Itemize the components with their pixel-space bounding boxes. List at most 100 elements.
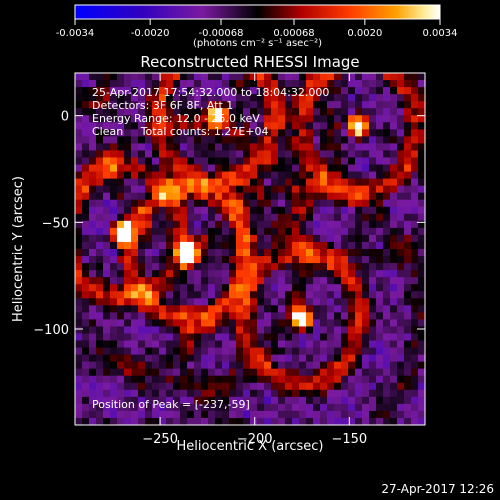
- heatmap-pixel: [243, 185, 251, 194]
- heatmap-pixel: [138, 277, 146, 285]
- heatmap-pixel: [278, 192, 286, 201]
- heatmap-pixel: [138, 333, 146, 341]
- heatmap-pixel: [145, 227, 153, 236]
- heatmap-pixel: [243, 73, 251, 81]
- heatmap-pixel: [306, 298, 314, 306]
- heatmap-pixel: [383, 171, 391, 179]
- heatmap-pixel: [110, 256, 118, 264]
- heatmap-pixel: [369, 319, 377, 327]
- heatmap-pixel: [306, 361, 314, 370]
- heatmap-pixel: [348, 220, 356, 229]
- heatmap-pixel: [411, 101, 419, 109]
- heatmap-pixel: [96, 333, 104, 341]
- heatmap-pixel: [201, 185, 209, 194]
- heatmap-pixel: [75, 150, 83, 158]
- heatmap-pixel: [348, 263, 356, 271]
- heatmap-pixel: [264, 291, 272, 299]
- heatmap-pixel: [355, 80, 363, 88]
- heatmap-pixel: [390, 185, 398, 194]
- heatmap-pixel: [299, 199, 307, 208]
- heatmap-pixel: [194, 410, 202, 419]
- heatmap-pixel: [229, 389, 237, 398]
- heatmap-pixel: [299, 333, 307, 341]
- heatmap-pixel: [243, 136, 251, 144]
- heatmap-pixel: [411, 284, 419, 292]
- heatmap-pixel: [383, 94, 391, 102]
- heatmap-pixel: [299, 305, 307, 313]
- heatmap-pixel: [355, 220, 363, 229]
- heatmap-pixel: [320, 143, 328, 151]
- heatmap-pixel: [278, 284, 286, 292]
- heatmap-pixel: [96, 171, 104, 179]
- heatmap-pixel: [152, 305, 160, 313]
- heatmap-pixel: [215, 305, 223, 313]
- heatmap-pixel: [411, 403, 419, 412]
- heatmap-pixel: [89, 199, 97, 208]
- heatmap-pixel: [411, 87, 419, 95]
- heatmap-pixel: [250, 270, 258, 278]
- heatmap-pixel: [383, 199, 391, 208]
- heatmap-pixel: [250, 333, 258, 341]
- heatmap-pixel: [348, 234, 356, 243]
- heatmap-pixel: [390, 249, 398, 257]
- heatmap-pixel: [327, 80, 335, 88]
- heatmap-pixel: [299, 277, 307, 285]
- heatmap-pixel: [369, 129, 377, 137]
- heatmap-pixel: [362, 227, 370, 236]
- heatmap-pixel: [208, 333, 216, 341]
- heatmap-pixel: [383, 129, 391, 137]
- heatmap-pixel: [215, 122, 223, 130]
- heatmap-pixel: [397, 403, 405, 412]
- heatmap-pixel: [117, 354, 125, 363]
- heatmap-pixel: [194, 291, 202, 299]
- heatmap-pixel: [117, 199, 125, 208]
- heatmap-pixel: [418, 199, 426, 208]
- heatmap-pixel: [166, 73, 174, 81]
- heatmap-pixel: [327, 185, 335, 194]
- heatmap-pixel: [82, 122, 90, 130]
- heatmap-pixel: [362, 326, 370, 334]
- heatmap-pixel: [257, 375, 265, 384]
- heatmap-pixel: [355, 312, 363, 320]
- heatmap-pixel: [131, 199, 139, 208]
- heatmap-pixel: [257, 291, 265, 299]
- heatmap-pixel: [82, 340, 90, 348]
- heatmap-pixel: [264, 178, 272, 187]
- heatmap-pixel: [166, 410, 174, 419]
- heatmap-pixel: [208, 375, 216, 384]
- heatmap-pixel: [166, 80, 174, 88]
- heatmap-pixel: [362, 375, 370, 384]
- heatmap-pixel: [341, 368, 349, 377]
- heatmap-pixel: [159, 199, 167, 208]
- heatmap-pixel: [278, 256, 286, 264]
- heatmap-pixel: [369, 171, 377, 179]
- heatmap-pixel: [229, 326, 237, 334]
- heatmap-pixel: [306, 319, 314, 327]
- heatmap-pixel: [341, 361, 349, 370]
- heatmap-pixel: [103, 157, 111, 165]
- heatmap-pixel: [404, 150, 412, 158]
- heatmap-pixel: [138, 347, 146, 355]
- heatmap-pixel: [131, 354, 139, 363]
- heatmap-pixel: [131, 143, 139, 151]
- heatmap-pixel: [320, 263, 328, 271]
- heatmap-pixel: [362, 382, 370, 391]
- heatmap-pixel: [159, 171, 167, 179]
- heatmap-pixel: [320, 87, 328, 95]
- heatmap-pixel: [194, 171, 202, 179]
- heatmap-pixel: [257, 340, 265, 348]
- heatmap-pixel: [215, 410, 223, 419]
- heatmap-pixel: [131, 227, 139, 236]
- heatmap-pixel: [285, 389, 293, 398]
- heatmap-pixel: [201, 417, 209, 426]
- heatmap-pixel: [236, 234, 244, 243]
- heatmap-pixel: [292, 213, 300, 222]
- heatmap-pixel: [208, 206, 216, 215]
- heatmap-pixel: [145, 333, 153, 341]
- heatmap-pixel: [159, 234, 167, 243]
- heatmap-pixel: [404, 178, 412, 187]
- heatmap-pixel: [369, 277, 377, 285]
- heatmap-pixel: [152, 185, 160, 194]
- heatmap-pixel: [257, 129, 265, 137]
- heatmap-pixel: [75, 284, 83, 292]
